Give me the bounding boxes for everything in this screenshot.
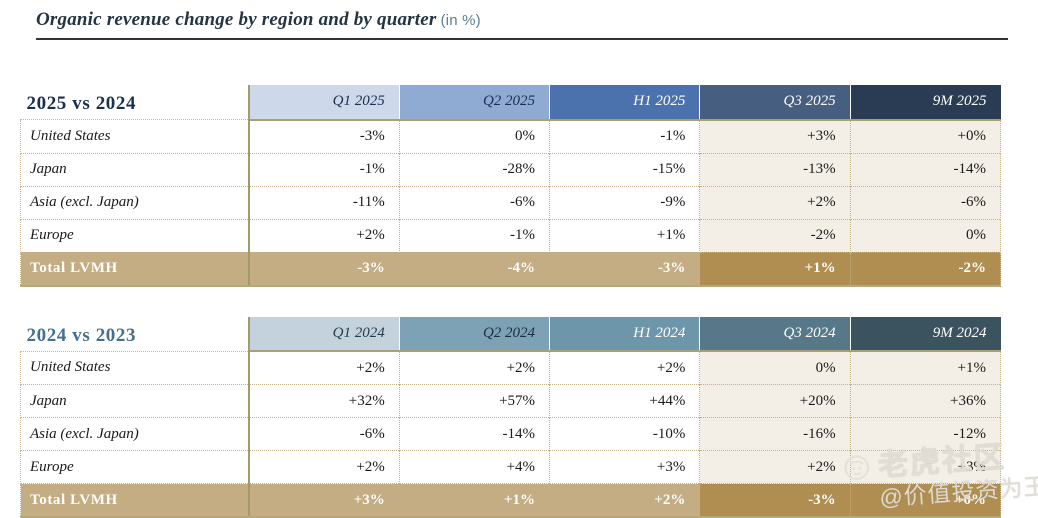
total-value-cell: +1% <box>399 484 549 518</box>
value-cell: -10% <box>550 418 700 451</box>
total-value-cell: -3% <box>700 484 850 518</box>
value-cell: +3% <box>550 451 700 484</box>
row-label: Japan <box>21 153 249 186</box>
row-label: Japan <box>21 385 249 418</box>
value-cell: 0% <box>850 219 1000 252</box>
value-cell: -3% <box>249 120 399 154</box>
value-cell: -12% <box>850 418 1000 451</box>
value-cell: +44% <box>550 385 700 418</box>
value-cell: -6% <box>249 418 399 451</box>
header-row: 2024 vs 2023 Q1 2024 Q2 2024 H1 2024 Q3 … <box>21 317 1001 352</box>
header-row: 2025 vs 2024 Q1 2025 Q2 2025 H1 2025 Q3 … <box>21 85 1001 120</box>
value-cell: +2% <box>700 186 850 219</box>
value-cell: +57% <box>399 385 549 418</box>
value-cell: -6% <box>850 186 1000 219</box>
value-cell: +32% <box>249 385 399 418</box>
table-row-united-states: United States +2% +2% +2% 0% +1% <box>21 351 1001 385</box>
table-row-asia: Asia (excl. Japan) -6% -14% -10% -16% -1… <box>21 418 1001 451</box>
row-label: United States <box>21 120 249 154</box>
total-value-cell: +1% <box>700 252 850 286</box>
row-label: Europe <box>21 219 249 252</box>
row-label: Asia (excl. Japan) <box>21 418 249 451</box>
column-header-9m-2024: 9M 2024 <box>850 317 1000 352</box>
value-cell: +20% <box>700 385 850 418</box>
column-header-q1-2025: Q1 2025 <box>249 85 399 120</box>
value-cell: +2% <box>249 451 399 484</box>
value-cell: -14% <box>399 418 549 451</box>
total-value-cell: -4% <box>399 252 549 286</box>
section-header-cell: 2025 vs 2024 <box>21 85 249 120</box>
value-cell: -16% <box>700 418 850 451</box>
table-row-japan: Japan -1% -28% -15% -13% -14% <box>21 153 1001 186</box>
value-cell: +2% <box>700 451 850 484</box>
total-row: Total LVMH -3% -4% -3% +1% -2% <box>21 252 1001 286</box>
page-title-text: Organic revenue change by region and by … <box>36 9 436 30</box>
page-title-unit: (in %) <box>440 12 480 29</box>
column-header-q3-2024: Q3 2024 <box>700 317 850 352</box>
value-cell: +2% <box>249 219 399 252</box>
table-row-asia: Asia (excl. Japan) -11% -6% -9% +2% -6% <box>21 186 1001 219</box>
column-header-q2-2024: Q2 2024 <box>399 317 549 352</box>
value-cell: +1% <box>550 219 700 252</box>
total-row: Total LVMH +3% +1% +2% -3% +0% <box>21 484 1001 518</box>
row-label: Asia (excl. Japan) <box>21 186 249 219</box>
value-cell: 0% <box>399 120 549 154</box>
value-cell: -14% <box>850 153 1000 186</box>
table-2024-vs-2023: 2024 vs 2023 Q1 2024 Q2 2024 H1 2024 Q3 … <box>20 317 1001 518</box>
table-2025-vs-2024: 2025 vs 2024 Q1 2025 Q2 2025 H1 2025 Q3 … <box>20 85 1001 287</box>
total-value-cell: -2% <box>850 252 1000 286</box>
value-cell: -28% <box>399 153 549 186</box>
section-header-cell: 2024 vs 2023 <box>21 317 249 352</box>
value-cell: +2% <box>399 351 549 385</box>
value-cell: +3% <box>850 451 1000 484</box>
column-header-q3-2025: Q3 2025 <box>700 85 850 120</box>
value-cell: -1% <box>550 120 700 154</box>
value-cell: +3% <box>700 120 850 154</box>
total-value-cell: +3% <box>249 484 399 518</box>
value-cell: +2% <box>249 351 399 385</box>
total-value-cell: +0% <box>850 484 1000 518</box>
row-label: United States <box>21 351 249 385</box>
section-title-2024: 2024 vs 2023 <box>27 325 137 346</box>
value-cell: -11% <box>249 186 399 219</box>
value-cell: -9% <box>550 186 700 219</box>
table-row-europe: Europe +2% -1% +1% -2% 0% <box>21 219 1001 252</box>
table-row-japan: Japan +32% +57% +44% +20% +36% <box>21 385 1001 418</box>
row-label: Europe <box>21 451 249 484</box>
value-cell: +4% <box>399 451 549 484</box>
value-cell: -2% <box>700 219 850 252</box>
column-header-h1-2024: H1 2024 <box>550 317 700 352</box>
total-value-cell: -3% <box>550 252 700 286</box>
value-cell: -1% <box>249 153 399 186</box>
total-label: Total LVMH <box>21 484 249 518</box>
page-title: Organic revenue change by region and by … <box>36 9 1008 31</box>
column-header-9m-2025: 9M 2025 <box>850 85 1000 120</box>
total-value-cell: -3% <box>249 252 399 286</box>
value-cell: -1% <box>399 219 549 252</box>
title-divider <box>36 38 1008 40</box>
total-value-cell: +2% <box>550 484 700 518</box>
table-row-united-states: United States -3% 0% -1% +3% +0% <box>21 120 1001 154</box>
value-cell: +2% <box>550 351 700 385</box>
column-header-h1-2025: H1 2025 <box>550 85 700 120</box>
value-cell: -13% <box>700 153 850 186</box>
section-title-2025: 2025 vs 2024 <box>27 93 137 114</box>
column-header-q2-2025: Q2 2025 <box>399 85 549 120</box>
value-cell: +36% <box>850 385 1000 418</box>
table-row-europe: Europe +2% +4% +3% +2% +3% <box>21 451 1001 484</box>
value-cell: -15% <box>550 153 700 186</box>
column-header-q1-2024: Q1 2024 <box>249 317 399 352</box>
value-cell: +1% <box>850 351 1000 385</box>
value-cell: 0% <box>700 351 850 385</box>
value-cell: -6% <box>399 186 549 219</box>
total-label: Total LVMH <box>21 252 249 286</box>
value-cell: +0% <box>850 120 1000 154</box>
